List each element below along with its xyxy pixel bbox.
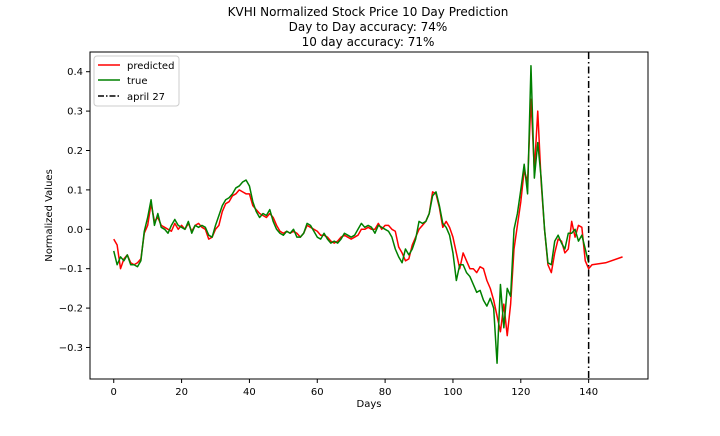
y-tick-label: 0.3 [67, 107, 83, 118]
chart-title-line-2: Day to Day accuracy: 74% [289, 20, 448, 34]
y-axis: −0.3 −0.2 −0.1 0.0 0.1 0.2 0.3 0.4 [59, 67, 90, 354]
legend-label-true: true [127, 76, 148, 87]
chart-title-line-1: KVHI Normalized Stock Price 10 Day Predi… [228, 5, 509, 19]
x-tick-label: 80 [379, 387, 392, 398]
plot-frame [89, 51, 649, 380]
x-tick-label: 40 [243, 387, 256, 398]
y-tick-label: 0.1 [67, 185, 83, 196]
y-tick-label: −0.1 [59, 264, 83, 275]
legend-box [93, 55, 180, 107]
series-line-true [113, 65, 590, 364]
legend: predicted true april 27 [93, 55, 180, 107]
y-tick-label: 0.4 [67, 67, 83, 78]
x-axis-label: Days [357, 399, 382, 410]
y-tick-label: −0.3 [59, 343, 83, 354]
chart-title-line-3: 10 day accuracy: 71% [302, 35, 435, 49]
x-tick-label: 140 [579, 387, 598, 398]
y-tick-label: −0.2 [59, 304, 83, 315]
x-axis: 0 20 40 60 80 100 120 140 [111, 379, 598, 398]
chart-title: KVHI Normalized Stock Price 10 Day Predi… [228, 5, 509, 49]
x-tick-label: 20 [175, 387, 188, 398]
y-tick-label: 0.2 [67, 146, 83, 157]
series-line-predicted [113, 98, 623, 337]
x-tick-label: 0 [111, 387, 117, 398]
series-layer [113, 65, 623, 364]
x-tick-label: 100 [443, 387, 462, 398]
x-tick-label: 60 [311, 387, 324, 398]
plot-area [89, 51, 649, 380]
y-axis-label: Normalized Values [44, 169, 55, 262]
legend-label-predicted: predicted [127, 61, 174, 72]
y-tick-label: 0.0 [67, 225, 83, 236]
legend-label-april-27: april 27 [127, 92, 165, 103]
x-tick-label: 120 [511, 387, 530, 398]
